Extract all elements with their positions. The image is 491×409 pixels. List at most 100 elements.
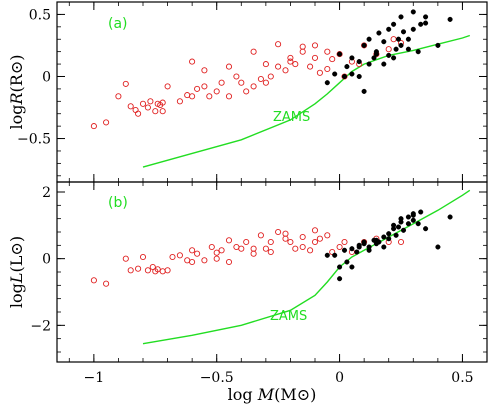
open-data-point <box>206 93 213 100</box>
open-data-point <box>159 268 166 275</box>
open-data-point <box>282 67 289 74</box>
open-data-point <box>329 248 336 256</box>
filled-data-point <box>405 46 411 52</box>
filled-data-point <box>410 212 416 218</box>
open-data-point <box>262 61 269 68</box>
filled-data-point <box>361 42 367 48</box>
filled-data-point <box>395 224 402 230</box>
filled-data-point <box>410 217 416 223</box>
open-data-point <box>213 88 220 95</box>
filled-data-point <box>423 14 429 20</box>
filled-data-point <box>405 214 411 220</box>
filled-data-point <box>391 222 397 228</box>
filled-data-point <box>386 236 392 242</box>
open-data-point <box>194 250 201 257</box>
filled-data-point <box>356 73 362 80</box>
open-data-point <box>127 103 134 110</box>
open-data-point <box>282 235 289 242</box>
filled-data-point <box>400 29 407 35</box>
filled-data-point <box>398 216 404 222</box>
filled-data-point <box>337 276 343 282</box>
panel-b-xticks: −1 −0.5 0 0.5 <box>68 182 474 386</box>
open-data-point <box>218 247 225 254</box>
open-data-point <box>311 54 319 61</box>
panel-b-ylabel: logL(L⊙) <box>7 236 26 308</box>
open-data-point <box>103 119 110 126</box>
open-data-point <box>324 232 331 239</box>
x-axis-label-log: log <box>228 385 258 404</box>
filled-data-point <box>361 88 367 94</box>
open-data-point <box>267 248 274 256</box>
zams-line <box>142 34 471 168</box>
filled-data-point <box>366 36 372 42</box>
open-data-point <box>201 67 208 74</box>
panel-a-ylabel-log: log <box>7 104 26 129</box>
panel-b-points <box>90 209 453 287</box>
open-data-point <box>311 42 319 49</box>
filled-data-point <box>391 21 397 27</box>
open-data-point <box>233 73 240 80</box>
filled-data-point <box>337 264 343 270</box>
filled-data-point <box>395 36 402 42</box>
open-data-point <box>262 245 269 252</box>
filled-data-point <box>381 244 387 250</box>
filled-data-point <box>415 221 421 227</box>
open-data-point <box>329 56 336 63</box>
open-data-point <box>250 48 257 55</box>
open-data-point <box>225 63 233 70</box>
open-data-point <box>250 83 257 90</box>
open-data-point <box>169 253 176 261</box>
open-data-point <box>159 108 166 115</box>
open-data-point <box>341 73 348 80</box>
open-data-point <box>184 257 191 264</box>
y-tick-label: 0 <box>42 69 51 85</box>
open-data-point <box>324 48 331 55</box>
open-data-point <box>122 255 129 262</box>
filled-data-point <box>423 226 429 232</box>
open-data-point <box>316 235 323 242</box>
open-data-point <box>90 277 97 284</box>
filled-data-point <box>400 227 407 233</box>
filled-data-point <box>386 231 392 237</box>
open-data-point <box>225 258 233 266</box>
filled-data-point <box>356 242 362 248</box>
panel-a-points <box>90 9 453 130</box>
filled-data-point <box>393 46 399 52</box>
open-data-point <box>336 243 343 251</box>
open-data-point <box>115 93 122 100</box>
open-data-point <box>189 93 196 100</box>
open-data-point <box>267 73 274 80</box>
filled-data-point <box>447 16 453 22</box>
open-data-point <box>144 104 151 111</box>
open-data-point <box>90 123 97 130</box>
filled-data-point <box>386 26 392 32</box>
open-data-point <box>218 79 225 86</box>
filled-data-point <box>349 246 355 252</box>
open-data-point <box>243 88 250 95</box>
open-data-point <box>189 258 196 266</box>
open-data-point <box>385 46 392 53</box>
open-data-point <box>144 267 151 274</box>
open-data-point <box>194 85 201 92</box>
filled-data-point <box>361 241 367 247</box>
filled-data-point <box>418 209 424 215</box>
filled-data-point <box>418 21 424 27</box>
open-data-point <box>243 238 250 246</box>
open-data-point <box>292 61 299 68</box>
open-data-point <box>311 238 319 246</box>
open-data-point <box>103 280 110 287</box>
filled-data-point <box>393 232 399 238</box>
filled-data-point <box>381 61 387 67</box>
filled-data-point <box>373 51 379 57</box>
filled-data-point <box>410 26 416 32</box>
panel-a-zams-label: ZAMS <box>273 110 310 125</box>
filled-data-point <box>344 259 350 265</box>
open-data-point <box>267 238 274 246</box>
open-data-point <box>139 100 147 107</box>
open-data-point <box>299 43 306 50</box>
filled-data-point <box>371 55 377 61</box>
open-data-point <box>184 92 191 99</box>
open-data-point <box>299 48 306 55</box>
filled-data-point <box>405 36 411 42</box>
